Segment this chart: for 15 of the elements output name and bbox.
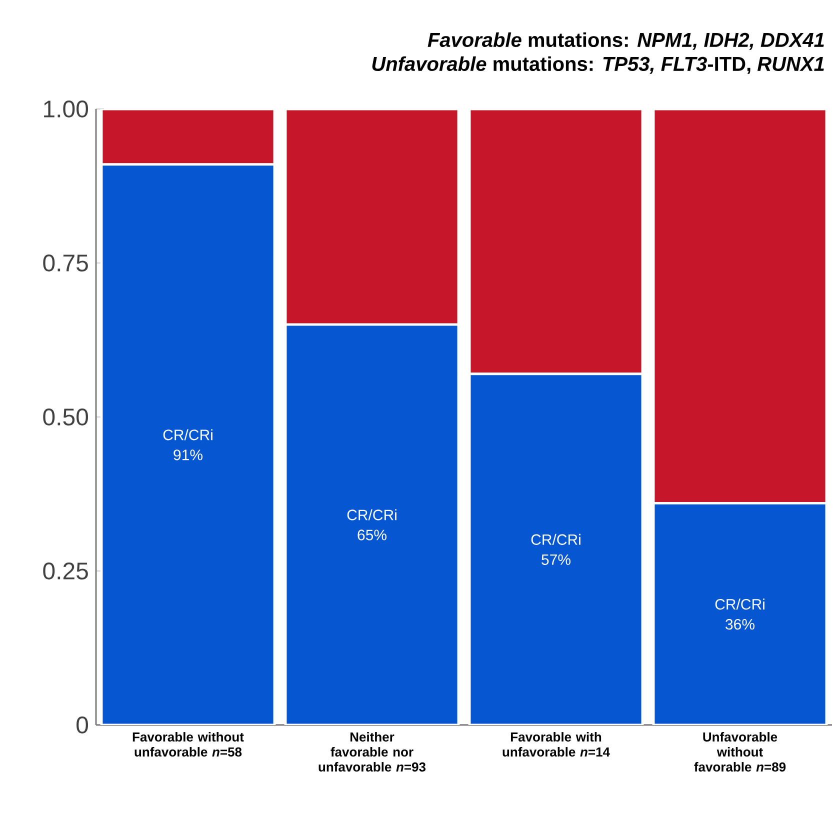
y-tick-label: 0.50 <box>43 408 88 426</box>
data-label: CR/CRi 91% <box>163 429 212 460</box>
x-tick-label: Neither favorable nor unfavorable n=93 <box>318 732 426 772</box>
x-tick-label: Unfavorable without favorable n=89 <box>694 732 786 772</box>
x-tick-label: Favorable without unfavorable n=58 <box>132 732 244 757</box>
chart-title: Favorable mutations: NPM1, IDH2, DDX41 <box>428 32 824 50</box>
y-tick-label: 1.00 <box>44 100 88 118</box>
y-tick-label: 0 <box>76 716 88 734</box>
data-label: CR/CRi 65% <box>347 509 396 540</box>
y-tick-label: 0.75 <box>43 254 88 272</box>
data-label: CR/CRi 57% <box>531 534 580 565</box>
x-tick-label: Favorable with unfavorable n=14 <box>502 732 610 757</box>
data-label: CR/CRi 36% <box>715 598 764 630</box>
chart-subtitle: Unfavorable mutations: TP53, FLT3-ITD, RUNX1 <box>372 56 824 74</box>
y-tick-label: 0.25 <box>43 562 88 580</box>
